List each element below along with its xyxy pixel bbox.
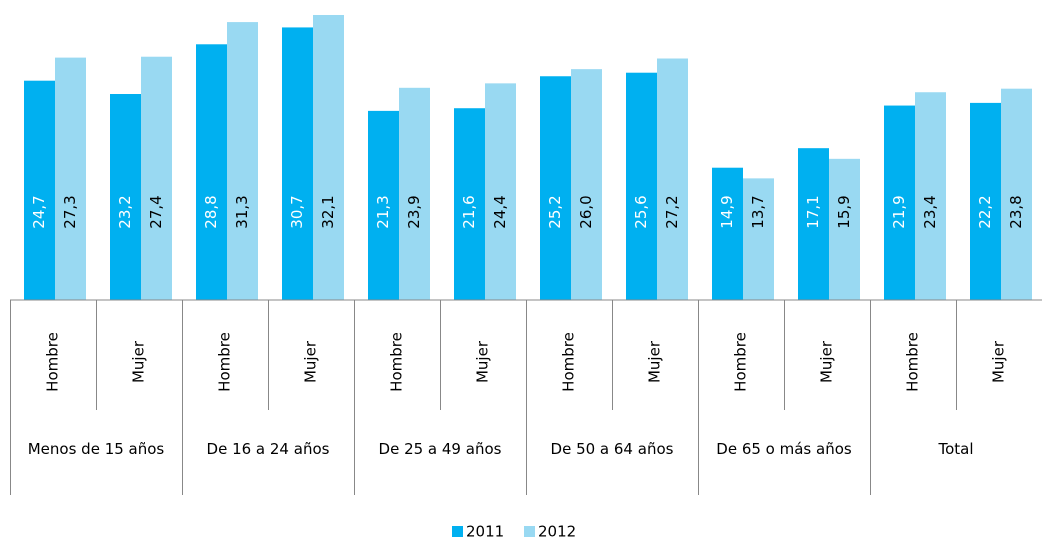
x-tick-label: Mujer bbox=[130, 340, 148, 383]
bar bbox=[110, 94, 141, 301]
data-label: 23,8 bbox=[1007, 195, 1025, 228]
bar bbox=[454, 108, 485, 300]
bar bbox=[313, 14, 344, 301]
data-label: 30,7 bbox=[288, 195, 306, 228]
group-label: De 25 a 49 años bbox=[378, 440, 502, 458]
bar bbox=[282, 27, 313, 301]
bar bbox=[24, 80, 55, 300]
bar bbox=[743, 178, 774, 300]
data-label: 26,0 bbox=[577, 195, 595, 228]
bar bbox=[485, 83, 516, 300]
bar bbox=[227, 22, 258, 301]
data-label: 15,9 bbox=[835, 195, 853, 228]
legend-label: 2011 bbox=[466, 523, 504, 541]
bar bbox=[571, 69, 602, 300]
bar bbox=[141, 56, 172, 301]
bar bbox=[1001, 88, 1032, 300]
data-label: 23,9 bbox=[405, 195, 423, 228]
x-tick-label: Mujer bbox=[990, 340, 1008, 383]
bar bbox=[368, 110, 399, 300]
legend-swatch bbox=[524, 526, 535, 537]
data-label: 27,3 bbox=[61, 195, 79, 228]
group-label-box: De 50 a 64 años bbox=[550, 440, 674, 458]
bar bbox=[798, 148, 829, 300]
data-label: 13,7 bbox=[749, 195, 767, 228]
x-tick-label: Hombre bbox=[904, 332, 922, 392]
bar bbox=[970, 102, 1001, 301]
legend-label: 2012 bbox=[538, 523, 576, 541]
bar bbox=[196, 44, 227, 300]
x-tick-label: Hombre bbox=[216, 332, 234, 392]
x-tick-label: Hombre bbox=[560, 332, 578, 392]
data-label: 21,3 bbox=[374, 195, 392, 228]
group-label-box: De 25 a 49 años bbox=[378, 440, 502, 458]
data-label: 25,2 bbox=[546, 195, 564, 228]
group-label-box: Total bbox=[938, 440, 974, 458]
x-tick-label: Mujer bbox=[302, 340, 320, 383]
x-tick-label: Mujer bbox=[646, 340, 664, 383]
data-label: 25,6 bbox=[632, 195, 650, 228]
bar bbox=[540, 76, 571, 300]
x-tick-label: Hombre bbox=[44, 332, 62, 392]
group-label-box: De 65 o más años bbox=[716, 440, 852, 458]
group-label-box: De 16 a 24 años bbox=[206, 440, 330, 458]
x-tick-label: Mujer bbox=[474, 340, 492, 383]
data-label: 23,4 bbox=[921, 195, 939, 228]
x-tick-label: Hombre bbox=[732, 332, 750, 392]
data-label: 14,9 bbox=[718, 195, 736, 228]
data-label: 32,1 bbox=[319, 195, 337, 228]
data-label: 21,9 bbox=[890, 195, 908, 228]
group-label: Total bbox=[938, 440, 974, 458]
group-label: Menos de 15 años bbox=[27, 440, 165, 458]
bar bbox=[55, 57, 86, 300]
bar bbox=[915, 92, 946, 301]
group-label: De 65 o más años bbox=[716, 440, 852, 458]
x-tick-label: Mujer bbox=[818, 340, 836, 383]
data-label: 21,6 bbox=[460, 195, 478, 228]
group-label-box: Menos de 15 años bbox=[27, 440, 165, 458]
bar bbox=[399, 87, 430, 300]
data-label: 31,3 bbox=[233, 195, 251, 228]
data-label: 17,1 bbox=[804, 195, 822, 228]
data-label: 27,4 bbox=[147, 195, 165, 228]
data-label: 24,7 bbox=[30, 195, 48, 228]
bar bbox=[829, 158, 860, 300]
bar bbox=[712, 167, 743, 300]
data-label: 23,2 bbox=[116, 195, 134, 228]
bar bbox=[626, 72, 657, 300]
data-label: 24,4 bbox=[491, 195, 509, 228]
data-label: 28,8 bbox=[202, 195, 220, 228]
x-tick-label: Hombre bbox=[388, 332, 406, 392]
group-label: De 16 a 24 años bbox=[206, 440, 330, 458]
group-label: De 50 a 64 años bbox=[550, 440, 674, 458]
bar bbox=[657, 58, 688, 300]
bar bbox=[884, 105, 915, 301]
data-label: 27,2 bbox=[663, 195, 681, 228]
data-label: 22,2 bbox=[976, 195, 994, 228]
legend-swatch bbox=[452, 526, 463, 537]
